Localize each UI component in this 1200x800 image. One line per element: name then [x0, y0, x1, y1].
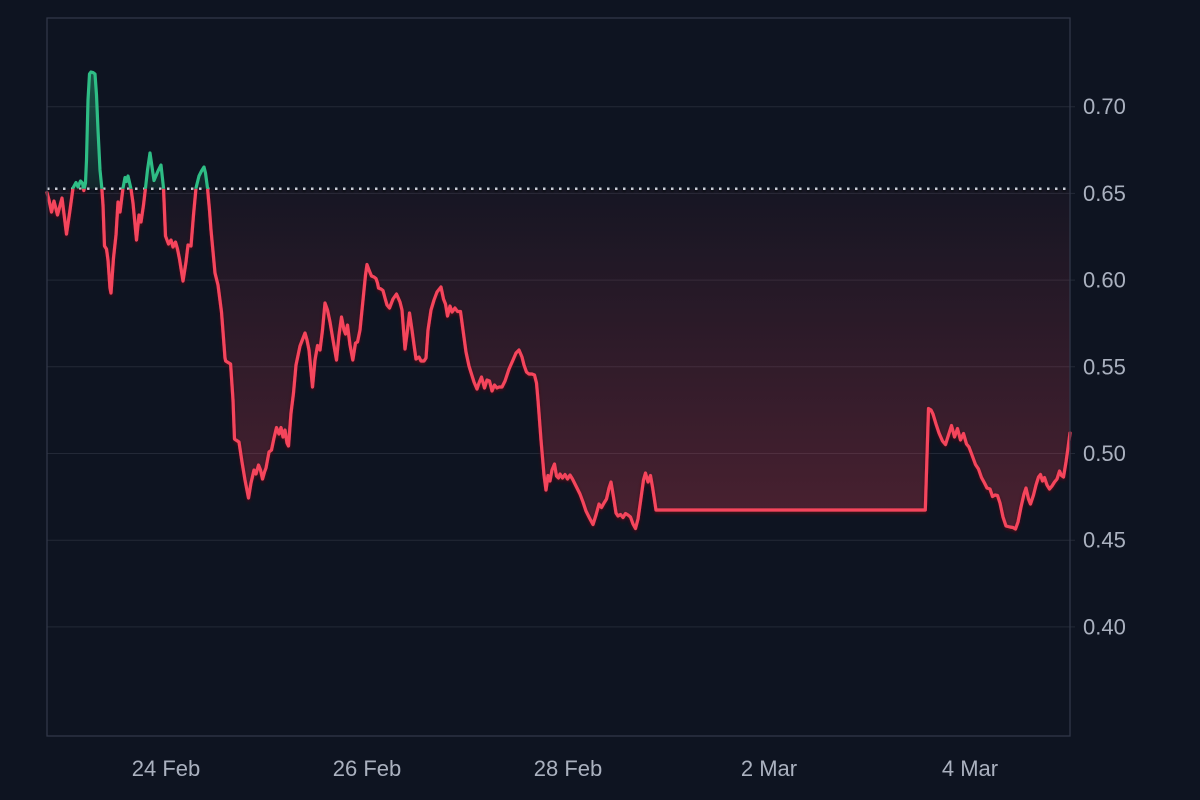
svg-text:2 Mar: 2 Mar — [741, 756, 797, 781]
svg-text:0.65: 0.65 — [1083, 181, 1126, 206]
svg-text:0.50: 0.50 — [1083, 441, 1126, 466]
svg-text:0.45: 0.45 — [1083, 528, 1126, 553]
svg-text:0.70: 0.70 — [1083, 94, 1126, 119]
svg-text:26 Feb: 26 Feb — [333, 756, 402, 781]
svg-text:0.55: 0.55 — [1083, 354, 1126, 379]
svg-text:4 Mar: 4 Mar — [942, 756, 998, 781]
svg-text:28 Feb: 28 Feb — [534, 756, 603, 781]
svg-text:24 Feb: 24 Feb — [132, 756, 201, 781]
svg-text:0.40: 0.40 — [1083, 614, 1126, 639]
svg-text:0.60: 0.60 — [1083, 268, 1126, 293]
